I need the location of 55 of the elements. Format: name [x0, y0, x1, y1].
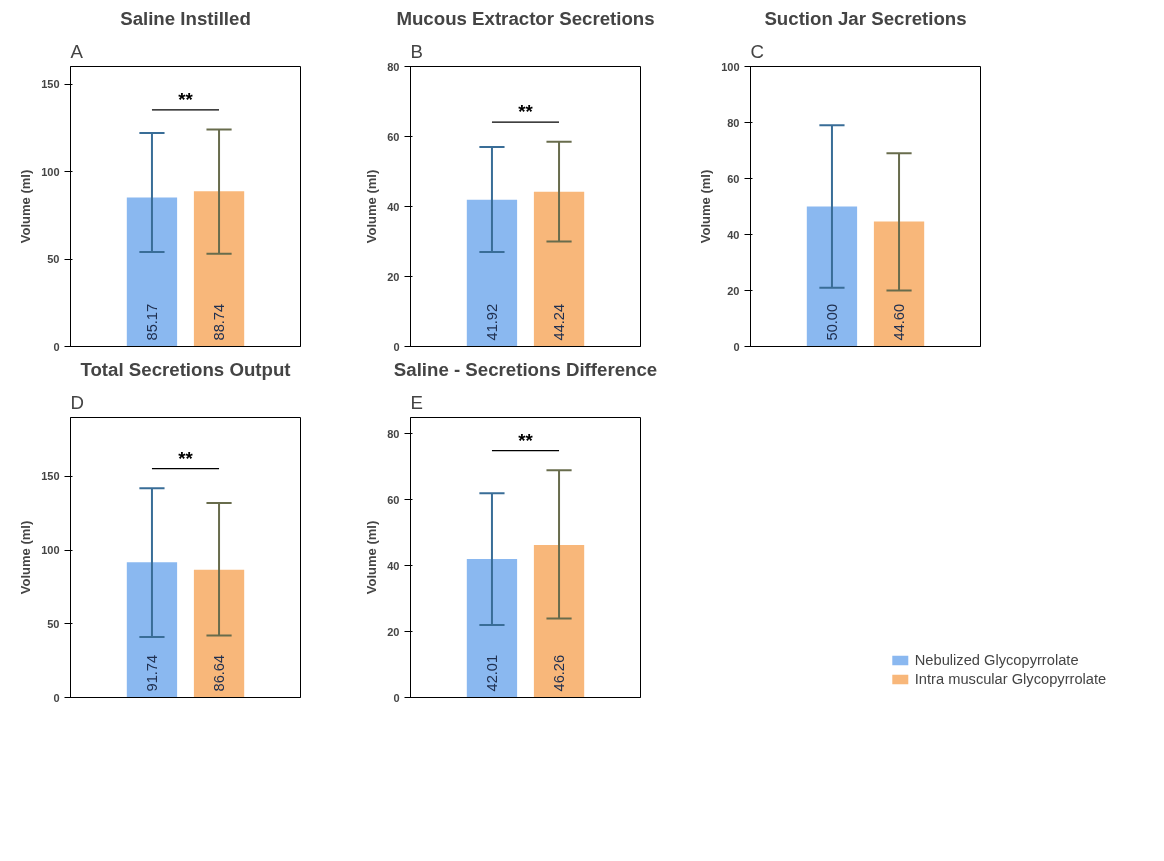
y-tick-label: 0 [53, 691, 60, 704]
y-tick-label: 80 [727, 116, 740, 129]
y-tick-label: 100 [721, 60, 740, 73]
y-tick-label: 80 [387, 427, 400, 440]
y-tick-label: 150 [41, 470, 60, 483]
y-tick-label: 60 [387, 130, 400, 143]
y-tick-label: 100 [41, 165, 60, 178]
data-label: 42.01 [483, 654, 500, 692]
data-label: 85.17 [143, 303, 160, 341]
y-axis-title: Volume (ml) [698, 169, 714, 244]
text: A [70, 40, 84, 62]
chart-title: Saline Instilled [120, 7, 251, 29]
text: B [410, 40, 423, 62]
data-label: 46.26 [551, 654, 568, 692]
annotation: ** [178, 447, 194, 469]
data-label: 88.74 [211, 303, 228, 341]
data-label: 86.64 [211, 654, 228, 692]
text: E [410, 391, 423, 413]
chart-title: Mucous Extractor Secretions [396, 7, 655, 29]
y-tick-label: 20 [727, 284, 740, 297]
y-tick-label: 60 [387, 493, 400, 506]
data-label: 44.24 [551, 303, 568, 341]
y-axis-title: Volume (ml) [364, 169, 380, 244]
y-tick-label: 100 [41, 544, 60, 557]
chart-title: Total Secretions Output [80, 358, 291, 380]
legend-label: Nebulized Glycopyrrolate [914, 652, 1079, 668]
y-tick-label: 60 [727, 172, 740, 185]
chart-title: Saline - Secretions Difference [393, 358, 658, 380]
y-tick-label: 150 [41, 78, 60, 90]
y-tick-label: 20 [387, 625, 400, 638]
y-tick-label: 0 [733, 340, 740, 353]
y-axis-title: Volume (ml) [18, 169, 34, 244]
chart-title: Suction Jar Secretions [764, 7, 967, 29]
legend-label: Intra muscular Glycopyrrolate [914, 671, 1107, 687]
y-axis-title: Volume (ml) [18, 520, 34, 595]
y-tick-label: 50 [47, 617, 60, 630]
y-tick-label: 40 [387, 559, 400, 572]
data-label: 50.00 [823, 303, 840, 341]
annotation: ** [178, 88, 194, 110]
annotation: ** [518, 101, 534, 123]
text: D [70, 391, 84, 413]
y-tick-label: 0 [393, 691, 400, 704]
annotation: ** [518, 429, 534, 451]
data-label: 91.74 [143, 654, 160, 692]
y-tick-label: 20 [387, 270, 400, 283]
y-tick-label: 0 [393, 340, 400, 353]
data-label: 41.92 [483, 303, 500, 341]
y-tick-label: 50 [47, 253, 60, 265]
y-tick-label: 0 [53, 340, 60, 353]
data-label: 44.60 [891, 303, 908, 341]
y-tick-label: 40 [387, 200, 400, 213]
text: C [750, 40, 764, 62]
y-tick-label: 80 [387, 60, 400, 73]
y-tick-label: 40 [727, 228, 740, 241]
y-axis-title: Volume (ml) [364, 520, 380, 595]
